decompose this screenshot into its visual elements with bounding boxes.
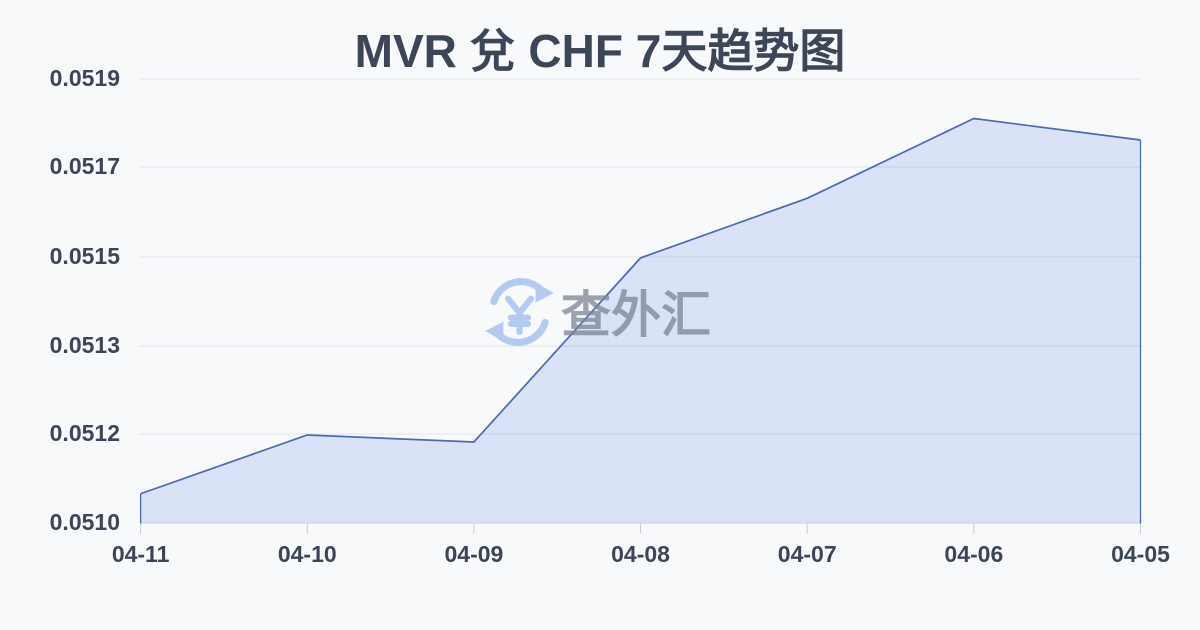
svg-text:0.0510: 0.0510 [50, 509, 120, 535]
svg-text:04-11: 04-11 [112, 541, 170, 567]
svg-text:0.0512: 0.0512 [50, 420, 120, 446]
svg-text:0.0515: 0.0515 [50, 243, 121, 269]
svg-text:0.0519: 0.0519 [50, 65, 120, 91]
svg-text:04-09: 04-09 [444, 541, 503, 567]
svg-text:04-08: 04-08 [611, 541, 670, 567]
svg-text:04-06: 04-06 [944, 541, 1003, 567]
svg-text:0.0517: 0.0517 [50, 153, 120, 179]
svg-text:04-05: 04-05 [1111, 541, 1170, 567]
svg-text:查外汇: 查外汇 [561, 287, 711, 343]
svg-text:0.0513: 0.0513 [50, 332, 120, 358]
svg-text:04-07: 04-07 [778, 541, 837, 567]
svg-text:04-10: 04-10 [278, 541, 337, 567]
